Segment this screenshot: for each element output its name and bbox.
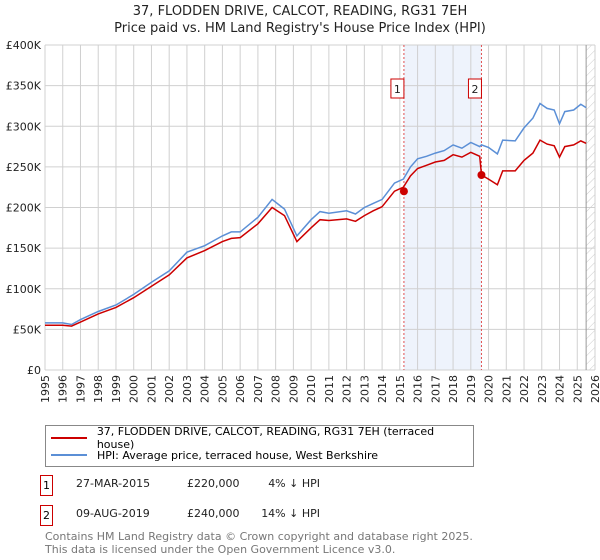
y-tick-label: £150K (6, 242, 42, 255)
sale-date: 27-MAR-2015 (76, 477, 151, 490)
x-tick-label: 2016 (412, 375, 425, 403)
x-tick-label: 2008 (270, 375, 283, 403)
footer-line-2: This data is licensed under the Open Gov… (45, 543, 396, 556)
x-tick-label: 2018 (447, 375, 460, 403)
sale-hpi-diff: 14% ↓ HPI (261, 507, 320, 520)
sale-marker-label: 1 (394, 83, 401, 96)
x-tick-label: 2001 (145, 375, 158, 403)
sale-hpi-diff: 4% ↓ HPI (268, 477, 320, 490)
y-tick-label: £350K (6, 80, 42, 93)
x-tick-label: 1998 (92, 375, 105, 403)
x-tick-label: 2012 (341, 375, 354, 403)
x-tick-label: 2017 (429, 375, 442, 403)
x-tick-label: 2000 (128, 375, 141, 403)
legend-swatch-blue (51, 454, 87, 456)
x-tick-label: 2005 (216, 375, 229, 403)
price-chart: 1995 1996 1997 1998 1999 2000 2001 2002 2003 2004… (6, 39, 600, 403)
x-tick-label: 2007 (252, 375, 265, 403)
legend-item-property: 37, FLODDEN DRIVE, CALCOT, READING, RG31… (51, 425, 473, 451)
x-tick-label: 2006 (234, 375, 247, 403)
sale-badge: 1 (40, 475, 53, 496)
x-tick-label: 2010 (305, 375, 318, 403)
sale-date: 09-AUG-2019 (76, 507, 150, 520)
legend-label-property: 37, FLODDEN DRIVE, CALCOT, READING, RG31… (96, 425, 435, 451)
y-tick-label: £400K (6, 39, 42, 52)
x-tick-label: 2004 (199, 375, 212, 403)
y-tick-label: £100K (6, 283, 42, 296)
x-tick-label: 2011 (323, 375, 336, 403)
legend-swatch-red (51, 437, 87, 439)
sale-point (399, 187, 408, 196)
x-tick-label: 2013 (358, 375, 371, 403)
x-tick-label: 2020 (483, 375, 496, 403)
x-tick-label: 1996 (57, 375, 70, 403)
x-tick-label: 2015 (394, 375, 407, 403)
y-tick-label: £0 (27, 364, 41, 377)
y-tick-label: £300K (6, 120, 42, 133)
hpi-line (45, 102, 587, 326)
y-tick-label: £50K (13, 323, 42, 336)
x-tick-label: 2009 (287, 375, 300, 403)
x-tick-label: 2003 (181, 375, 194, 403)
y-tick-label: £200K (6, 202, 42, 215)
y-tick-label: £250K (6, 161, 42, 174)
x-tick-label: 1995 (39, 375, 52, 403)
legend-label-hpi: HPI: Average price, terraced house, West… (97, 448, 379, 462)
x-tick-label: 2023 (536, 375, 549, 403)
legend: 37, FLODDEN DRIVE, CALCOT, READING, RG31… (45, 425, 474, 467)
footer: Contains HM Land Registry data © Crown c… (45, 530, 473, 556)
x-tick-label: 1999 (110, 375, 123, 403)
sale-badge: 2 (40, 505, 53, 526)
footer-line-1: Contains HM Land Registry data © Crown c… (45, 530, 473, 543)
x-tick-label: 2024 (554, 375, 567, 403)
property-price-line (45, 139, 587, 327)
x-tick-label: 2022 (518, 375, 531, 403)
x-tick-label: 2021 (500, 375, 513, 403)
chart-title: 37, FLODDEN DRIVE, CALCOT, READING, RG31… (132, 4, 468, 19)
sale-marker-box (467, 78, 482, 99)
legend-item-hpi: HPI: Average price, terraced house, West… (51, 447, 378, 463)
sale-price: £240,000 (187, 507, 240, 520)
x-tick-label: 1997 (74, 375, 87, 403)
x-tick-label: 2014 (376, 375, 389, 403)
sale-point (477, 171, 486, 179)
sale-price: £220,000 (187, 477, 240, 490)
sale-marker-box (390, 78, 405, 99)
x-tick-label: 2026 (589, 375, 600, 403)
sale-marker-label: 2 (471, 83, 478, 96)
x-tick-label: 2019 (465, 375, 478, 403)
x-tick-label: 2025 (571, 375, 584, 403)
x-tick-label: 2002 (163, 375, 176, 403)
chart-subtitle: Price paid vs. HM Land Registry's House … (114, 21, 486, 36)
